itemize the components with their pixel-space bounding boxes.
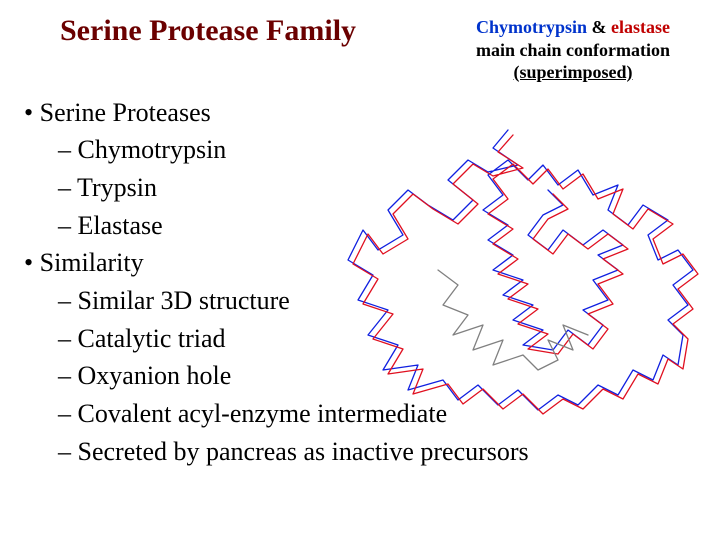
list-label: Secreted by pancreas as inactive precurs… <box>78 437 529 466</box>
list-label: Serine Proteases <box>40 98 211 127</box>
protein-structure-diagram <box>308 110 708 420</box>
slide-title: Serine Protease Family <box>60 14 356 48</box>
list-label: Similar 3D structure <box>78 286 290 315</box>
caption-elastase: elastase <box>611 17 670 37</box>
list-label: Elastase <box>78 211 163 240</box>
list-label: Oxyanion hole <box>78 361 232 390</box>
list-label: Similarity <box>40 248 144 277</box>
list-label: Trypsin <box>77 173 157 202</box>
caption-ampersand: & <box>587 17 611 37</box>
list-label: Chymotrypsin <box>78 135 227 164</box>
caption-line3: (superimposed) <box>476 61 670 84</box>
caption-line2: main chain conformation <box>476 39 670 62</box>
list-label: Catalytic triad <box>78 324 226 353</box>
caption-chymotrypsin: Chymotrypsin <box>476 17 587 37</box>
list-item: Secreted by pancreas as inactive precurs… <box>58 433 720 471</box>
figure-caption: Chymotrypsin & elastase main chain confo… <box>476 14 700 84</box>
